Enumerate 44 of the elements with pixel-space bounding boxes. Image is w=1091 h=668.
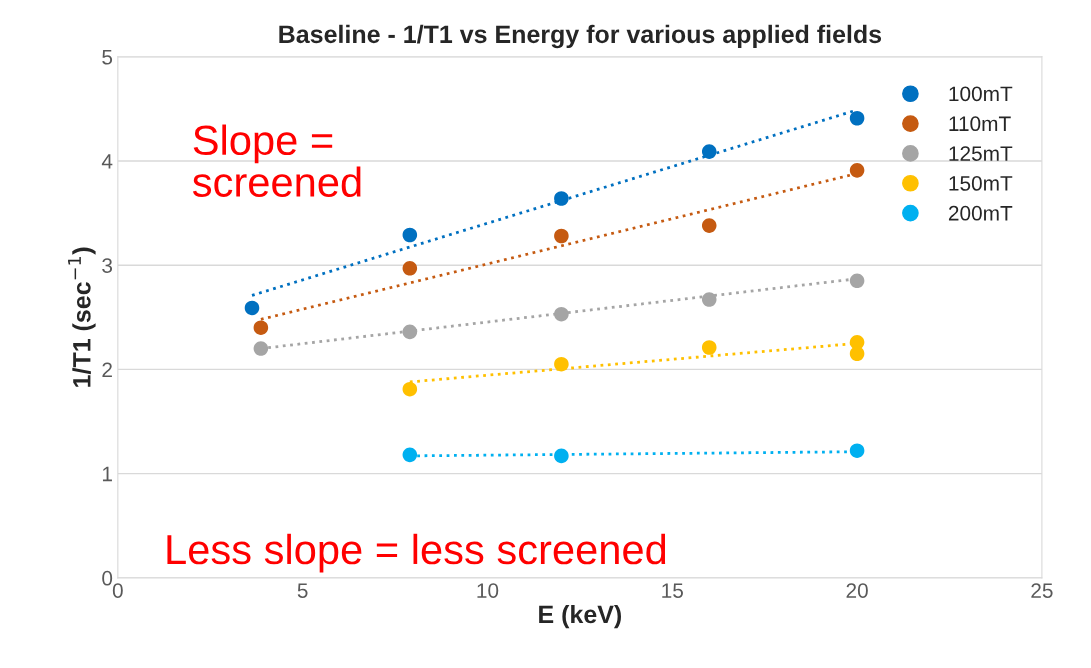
point — [554, 306, 569, 322]
legend-label: 110mT — [949, 116, 1011, 132]
x-tick-label: 25 — [1031, 583, 1053, 598]
point — [554, 448, 569, 464]
point — [402, 381, 418, 397]
chart-title: Baseline - 1/T1 vs Energy for various applied fields — [279, 24, 882, 49]
annotation: Less slope = less screened — [167, 533, 666, 573]
y-tick-label: 2 — [102, 362, 112, 377]
point — [253, 341, 269, 356]
y-axis-title: 1/T1 (sec$^{−1}$) — [68, 247, 96, 387]
point — [701, 292, 717, 307]
point — [402, 227, 418, 243]
point — [849, 163, 865, 178]
point — [701, 340, 717, 355]
x-tick-label: 10 — [477, 583, 499, 598]
x-tick-label: 20 — [846, 583, 868, 598]
point — [402, 324, 418, 340]
point — [849, 443, 865, 458]
point — [701, 144, 717, 159]
point — [253, 320, 269, 335]
y-tick-label: 3 — [102, 258, 113, 273]
legend-label: 150mT — [949, 176, 1013, 191]
point — [849, 346, 865, 362]
y-tick-label: 1 — [102, 466, 112, 482]
point — [849, 273, 865, 289]
x-tick-label: 0 — [112, 583, 123, 598]
point — [849, 110, 865, 126]
legend-label: 100mT — [949, 86, 1013, 102]
y-tick-label: 5 — [102, 50, 113, 65]
point — [402, 261, 418, 276]
point — [244, 300, 260, 316]
point — [701, 218, 717, 233]
legend-label: 200mT — [948, 205, 1013, 221]
x-tick-label: 15 — [662, 583, 683, 598]
y-tick-label: 4 — [101, 154, 113, 169]
y-tick-label: 0 — [102, 570, 113, 586]
point — [554, 191, 569, 206]
annotation: Slope = screened — [192, 124, 361, 197]
point — [554, 356, 569, 372]
x-tick-label: 5 — [297, 583, 308, 598]
x-axis-title: E (keV) — [539, 604, 621, 629]
point — [554, 228, 569, 244]
legend-label: 125mT — [949, 146, 1013, 161]
point — [402, 447, 418, 463]
